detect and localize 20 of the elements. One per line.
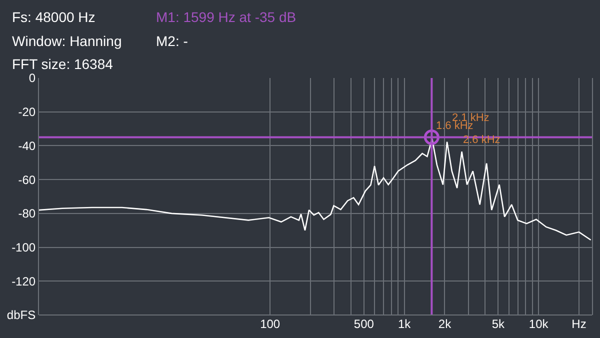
x-tick-label: 100 xyxy=(260,317,280,331)
x-tick-label: 500 xyxy=(354,317,374,331)
x-tick-label: Hz xyxy=(572,317,586,331)
text: Fs: 48000 Hz xyxy=(12,9,96,25)
y-tick-label: -120 xyxy=(12,274,36,288)
text: Window: Hanning xyxy=(12,33,122,49)
y-tick-label: -80 xyxy=(18,206,36,221)
x-tick-label: 10k xyxy=(528,317,550,331)
text: FFT size: 16384 xyxy=(12,56,114,72)
y-tick-label: -40 xyxy=(18,138,36,153)
y-tick-label: 0 xyxy=(28,71,36,86)
y-tick-label: -20 xyxy=(18,105,36,120)
y-tick-label: -60 xyxy=(18,172,36,187)
x-tick-label: 1k xyxy=(398,317,412,331)
y-tick-label: dbFS xyxy=(6,308,36,322)
y-tick-label: -100 xyxy=(12,240,36,254)
x-tick-label: 5k xyxy=(492,317,506,331)
text: M1: 1599 Hz at -35 dB xyxy=(156,9,296,25)
x-tick-label: 2k xyxy=(438,317,452,331)
text: M2: - xyxy=(156,33,188,49)
